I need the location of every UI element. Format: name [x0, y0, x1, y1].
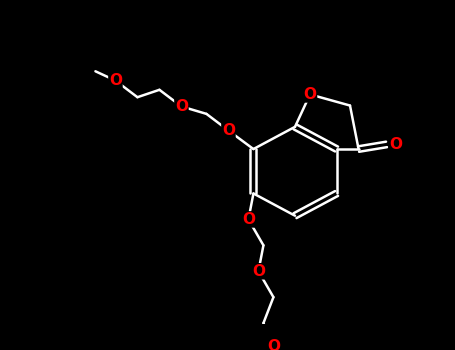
Text: O: O	[222, 123, 235, 138]
Text: O: O	[109, 73, 122, 88]
Text: O: O	[175, 99, 188, 114]
Text: O: O	[252, 264, 265, 279]
Text: O: O	[267, 339, 280, 350]
Text: O: O	[389, 137, 402, 152]
Text: O: O	[242, 212, 255, 227]
Text: O: O	[303, 87, 317, 102]
